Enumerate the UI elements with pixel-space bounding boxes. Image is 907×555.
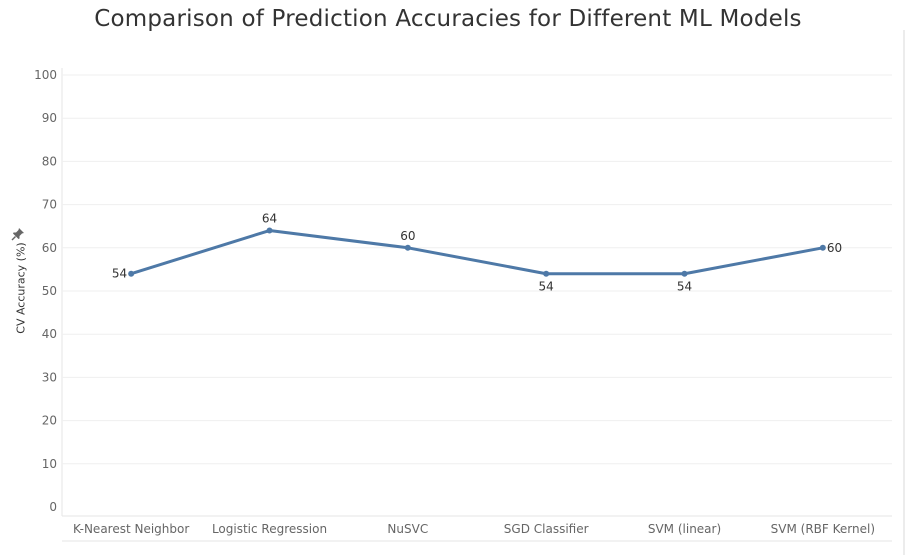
- y-tick-label: 90: [42, 111, 57, 125]
- data-point: [543, 270, 550, 277]
- y-tick-label: 80: [42, 154, 57, 168]
- x-tick-label: Logistic Regression: [212, 522, 327, 536]
- y-tick-label: 70: [42, 198, 57, 212]
- gridlines: [61, 30, 905, 555]
- data-label: 60: [827, 241, 842, 255]
- x-tick-label: SVM (RBF Kernel): [771, 522, 875, 536]
- data-label: 54: [539, 280, 554, 294]
- x-tick-label: SVM (linear): [648, 522, 721, 536]
- x-tick-label: SGD Classifier: [504, 522, 589, 536]
- data-point: [681, 270, 688, 277]
- y-axis: 0 10 20 30 40 50 60 70 80 90 100: [34, 68, 57, 514]
- y-tick-label: 60: [42, 241, 57, 255]
- y-tick-label: 40: [42, 327, 57, 341]
- series-line: [129, 229, 825, 276]
- x-tick-label: NuSVC: [387, 522, 428, 536]
- series: [128, 227, 826, 277]
- y-tick-label: 0: [49, 500, 57, 514]
- y-tick-label: 10: [42, 457, 57, 471]
- chart-title: Comparison of Prediction Accuracies for …: [94, 6, 802, 32]
- data-label: 54: [112, 267, 127, 281]
- data-point: [266, 227, 273, 234]
- x-tick-label: K-Nearest Neighbor: [73, 522, 189, 536]
- data-label: 54: [677, 280, 692, 294]
- y-tick-label: 50: [42, 284, 57, 298]
- y-tick-label: 100: [34, 68, 57, 82]
- y-tick-label: 20: [42, 414, 57, 428]
- x-axis: K-Nearest Neighbor Logistic Regression NuS…: [73, 522, 875, 536]
- pin-icon[interactable]: [11, 227, 25, 241]
- data-point: [819, 244, 826, 251]
- data-point: [404, 244, 411, 251]
- data-label: 60: [400, 229, 415, 243]
- data-point: [128, 270, 135, 277]
- data-labels: 54 64 60 54 54 60: [112, 212, 842, 294]
- y-tick-label: 30: [42, 370, 57, 384]
- data-label: 64: [262, 212, 277, 226]
